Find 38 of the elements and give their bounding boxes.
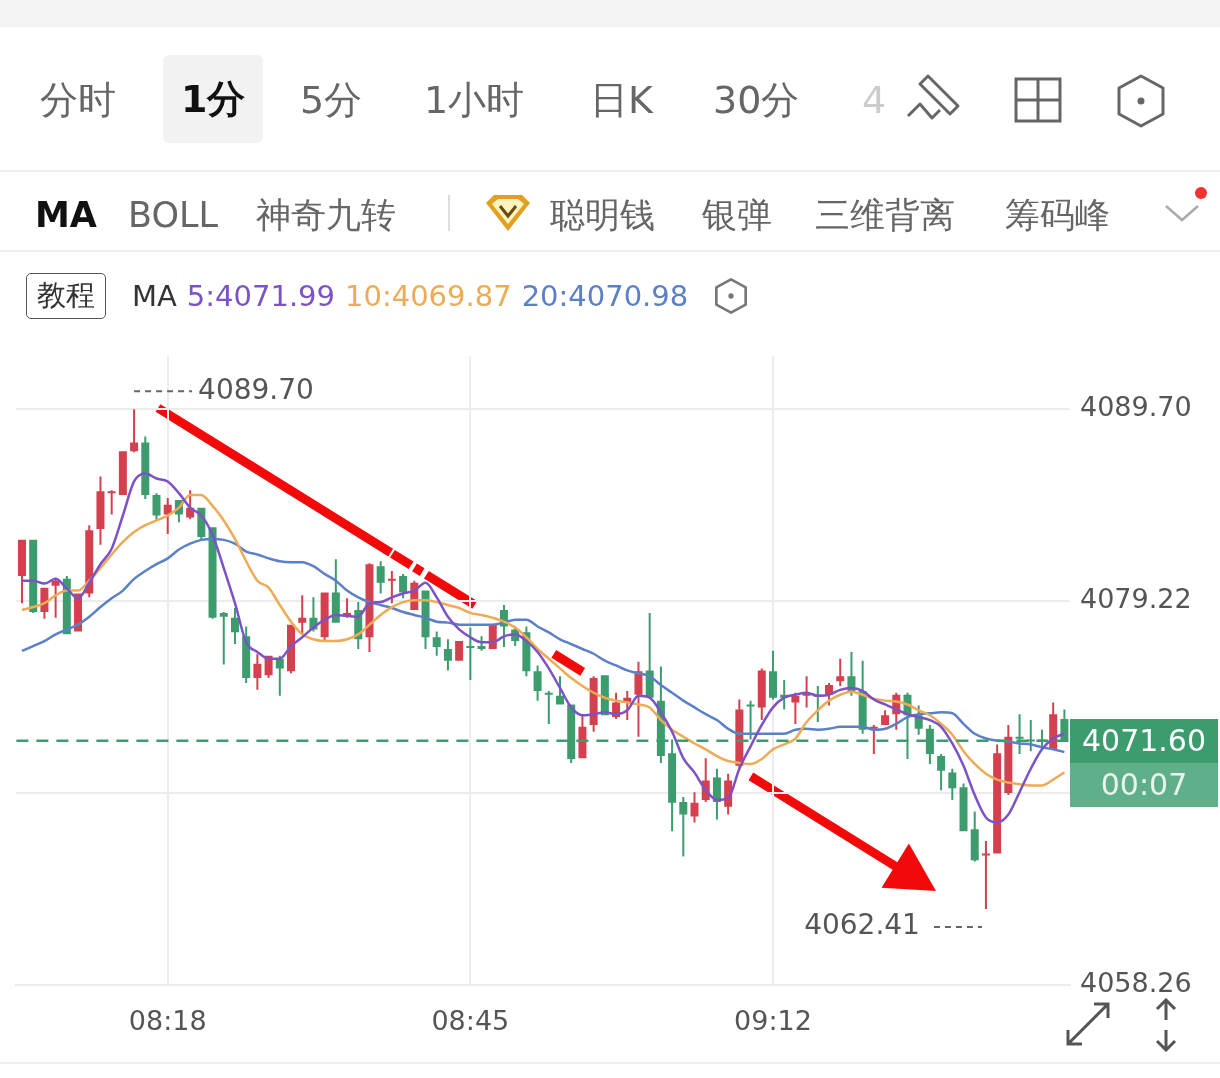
line-series xyxy=(20,493,1066,787)
text: 20:4070.98 xyxy=(521,279,689,313)
text: 教程 xyxy=(26,273,106,319)
text: 三维背离 xyxy=(815,194,955,237)
text: 10:4069.87 xyxy=(345,279,512,313)
text: 神奇九转 xyxy=(256,194,396,237)
text: MA xyxy=(35,194,97,237)
candlestick xyxy=(130,409,139,453)
text: 00:07 xyxy=(1070,762,1218,807)
annotation: 4062.41 xyxy=(804,908,920,942)
candlestick xyxy=(298,595,307,635)
text: 30分 xyxy=(713,77,800,124)
line-series xyxy=(20,472,1066,824)
text: 分时 xyxy=(40,77,116,124)
candlestick xyxy=(544,690,553,724)
text: 筹码峰 xyxy=(1005,194,1110,237)
text: 1小时 xyxy=(424,77,525,124)
text: 5分 xyxy=(300,77,363,124)
x-tick-label: 09:12 xyxy=(734,1005,812,1037)
candlestick xyxy=(219,612,228,665)
candlestick xyxy=(107,490,116,515)
x-tick-label: 08:18 xyxy=(128,1005,207,1037)
text: 5:4071.99 xyxy=(186,279,336,313)
legend-title: MA xyxy=(132,279,177,313)
ref-line-label: 4071.60 xyxy=(1080,721,1208,760)
line-series xyxy=(20,537,1066,754)
y-tick-label: 4079.22 xyxy=(1080,583,1192,615)
text: 1分 xyxy=(163,55,264,143)
candlestick xyxy=(981,840,990,910)
text: 聪明钱 xyxy=(550,194,655,237)
text: 银弹 xyxy=(702,194,772,237)
y-tick-label: 4089.70 xyxy=(1080,391,1192,423)
y-tick-label: 4058.26 xyxy=(1080,967,1192,999)
text: 日K xyxy=(590,77,653,124)
annotation: 4089.70 xyxy=(198,372,314,406)
candlestick xyxy=(466,627,475,681)
x-tick-label: 08:45 xyxy=(431,1005,510,1037)
text: BOLL xyxy=(128,194,218,237)
